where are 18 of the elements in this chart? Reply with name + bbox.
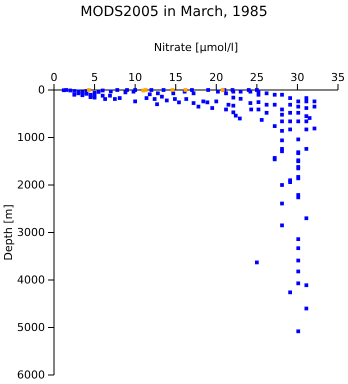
- x-tick-label: 0: [50, 71, 58, 84]
- x-tick-label: 15: [168, 71, 183, 84]
- y-axis-title: Depth [m]: [2, 204, 15, 261]
- y-tick-label: 4000: [17, 274, 45, 287]
- x-axis-title: Nitrate [µmol/l]: [154, 41, 238, 54]
- y-tick-label: 0: [38, 84, 45, 97]
- y-tick-label: 5000: [17, 321, 45, 334]
- y-tick-label: 1000: [17, 131, 45, 144]
- y-tick-label: 3000: [17, 226, 45, 240]
- chart-title: MODS2005 in March, 1985: [80, 4, 268, 20]
- x-tick-label: 10: [128, 71, 142, 84]
- x-tick-label: 5: [91, 71, 98, 84]
- y-tick-label: 6000: [17, 368, 45, 382]
- x-tick-label: 20: [209, 71, 224, 84]
- x-tick-label: 30: [290, 71, 304, 84]
- x-tick-label: 35: [331, 71, 345, 84]
- x-tick-label: 25: [250, 71, 264, 84]
- y-tick-label: 2000: [17, 178, 45, 192]
